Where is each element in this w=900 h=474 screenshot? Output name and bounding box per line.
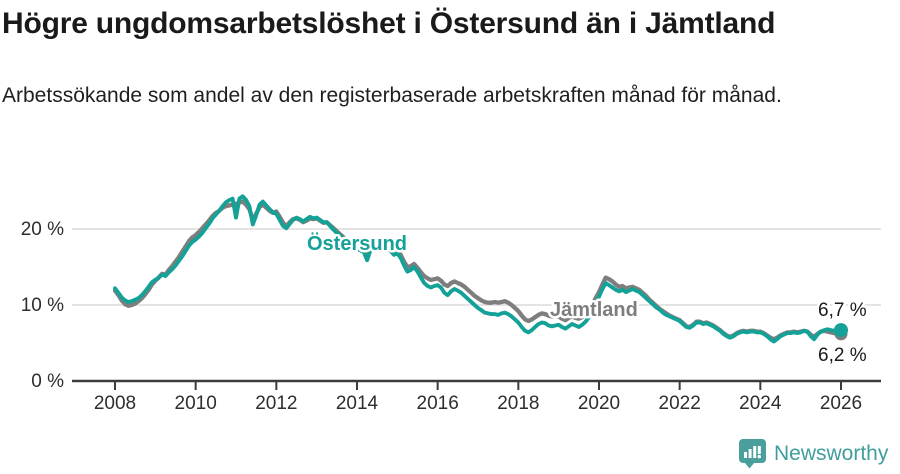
x-tick-label: 2008 [94, 393, 136, 414]
chart-subtitle: Arbetssökande som andel av den registerb… [2, 84, 782, 107]
end-dot-östersund [833, 323, 848, 338]
y-tick-label: 10 % [21, 295, 64, 316]
x-tick-label: 2010 [175, 393, 217, 414]
newsworthy-logo[interactable]: Newsworthy [738, 438, 888, 469]
end-value-label-jämtland: 6,2 % [818, 345, 867, 366]
x-tick-label: 2012 [255, 393, 297, 414]
speech-bubble-bar-chart-icon [739, 439, 766, 469]
series-label-jämtland: Jämtland [550, 299, 638, 321]
x-tick-label: 2018 [497, 393, 539, 414]
y-tick-label: 20 % [21, 219, 64, 240]
x-tick-label: 2014 [336, 393, 379, 414]
y-tick-label: 0 % [31, 371, 64, 392]
series-line-jämtland [112, 199, 844, 342]
end-value-label-östersund: 6,7 % [818, 300, 867, 321]
x-tick-label: 2024 [739, 393, 782, 414]
newsworthy-wordmark: Newsworthy [774, 441, 889, 465]
chart-title: Högre ungdomsarbetslöshet i Östersund än… [2, 7, 776, 40]
series-label-östersund: Östersund [307, 232, 407, 255]
x-tick-label: 2022 [659, 393, 701, 414]
series-line-östersund [113, 194, 843, 344]
x-tick-label: 2016 [417, 393, 459, 414]
x-tick-label: 2026 [820, 393, 862, 414]
unemployment-line-chart: 0 % 10 % 20 % 2008 2010 2012 2014 2016 2018 2020 2… [21, 194, 881, 414]
x-tick-label: 2020 [578, 393, 620, 414]
